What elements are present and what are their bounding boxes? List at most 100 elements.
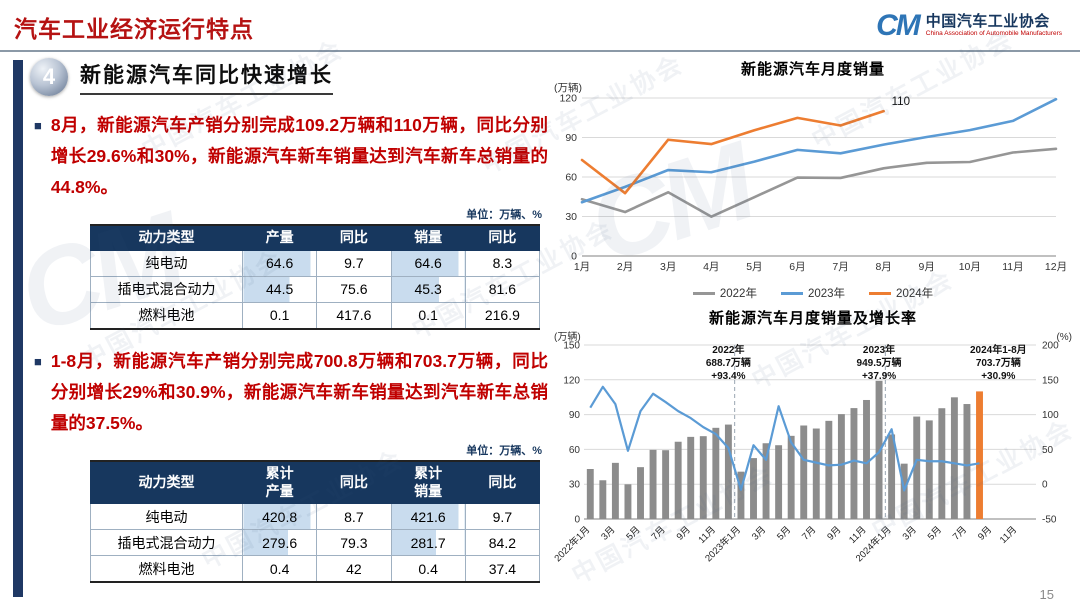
svg-text:60: 60 [565,172,577,184]
cumulative-prod-sales-table: 动力类型 累计 产量 同比 累计 销量 同比 纯电动 420.8 8.7 421.6 9.7 插电式混合… [90,460,541,584]
table-row: 纯电动 420.8 8.7 421.6 9.7 [90,503,541,531]
svg-text:150: 150 [563,341,580,352]
cell-value: 216.9 [464,301,541,330]
page-title: 汽车工业经济运行特点 [14,16,254,42]
bullet-square-icon: ■ [34,353,42,369]
table-row: 插电式混合动力 44.5 75.6 45.3 81.6 [90,275,541,303]
legend-item: 2022年 [692,285,757,301]
monthly-sales-chart-legend: 2022年 2023年 2024年 [552,285,1074,301]
svg-text:8月: 8月 [875,261,891,273]
svg-text:50: 50 [1042,445,1054,456]
svg-text:+93.4%: +93.4% [711,371,745,382]
series-line-2022年 [580,147,1058,218]
y-axis-unit: (万辆) [554,81,582,94]
caam-org-name-cn: 中国汽车工业协会 [925,12,1050,30]
svg-text:90: 90 [565,132,577,144]
svg-text:120: 120 [559,93,577,105]
svg-text:688.7万辆: 688.7万辆 [706,356,751,369]
svg-text:11月: 11月 [998,524,1019,545]
section-header: 4 新能源汽车同比快速增长 [30,58,333,96]
legend-item: 2023年 [780,285,846,301]
left-axis-unit: (万辆) [554,330,581,343]
cell-value: 75.6 [316,275,392,303]
row-label: 燃料电池 [90,555,243,583]
svg-text:3月: 3月 [750,524,768,542]
svg-text:4月: 4月 [703,261,719,273]
svg-text:150: 150 [1042,375,1059,386]
unit-label-august: 单位：万辆、% [466,209,542,222]
svg-text:2023年: 2023年 [863,343,895,356]
growth-rate-line [589,385,980,492]
svg-text:0: 0 [571,251,577,263]
cell-value: 0.1 [241,301,318,330]
svg-text:2月: 2月 [617,261,633,273]
cell-value: 8.7 [316,503,392,531]
svg-text:10月: 10月 [959,261,981,273]
svg-text:2022年: 2022年 [712,343,744,356]
caam-logo: CM 中国汽车工业协会 China Association of Automob… [876,10,1062,43]
bullet-august-text: 8月，新能源汽车产销分别完成109.2万辆和110万辆，同比分别增长29.6%和… [50,115,548,198]
cell-value: 64.6 [390,249,466,277]
cell-value: 0.4 [241,555,318,583]
cell-value: 37.4 [464,555,541,583]
svg-text:9月: 9月 [976,524,994,542]
column-header: 同比 [316,224,392,251]
cell-value: 420.8 [241,503,318,531]
unit-label-cumulative: 单位：万辆、% [466,445,542,458]
cell-value: 84.2 [464,529,541,557]
row-label: 插电式混合动力 [90,529,243,557]
slide-header: 汽车工业经济运行特点 CM 中国汽车工业协会 China Association… [0,0,1080,52]
series-line-2024年 [580,109,885,195]
svg-text:5月: 5月 [775,524,793,542]
svg-text:100: 100 [1042,410,1059,421]
legend-swatch [869,291,892,295]
column-header: 动力类型 [90,224,243,251]
svg-text:-50: -50 [1042,515,1057,526]
svg-text:30: 30 [569,480,581,491]
svg-text:949.5万辆: 949.5万辆 [857,356,902,369]
column-header: 同比 [316,460,392,505]
column-header: 同比 [464,460,541,505]
gridlines: 0 30 60 90 120 150 -50 0 50 100 150 200 [563,341,1059,526]
row-label: 插电式混合动力 [90,275,243,303]
bullet-cumulative: ■ 1-8月，新能源汽车产销分别完成700.8万辆和703.7万辆，同比分别增长… [34,346,548,439]
svg-text:6月: 6月 [789,261,805,273]
table-row: 纯电动 64.6 9.7 64.6 8.3 [90,249,541,277]
svg-text:7月: 7月 [951,524,969,542]
svg-text:5月: 5月 [624,524,642,542]
svg-text:703.7万辆: 703.7万辆 [976,356,1021,369]
cell-value: 417.6 [316,301,392,330]
cell-value: 279.6 [241,529,318,557]
svg-text:11月: 11月 [847,524,868,545]
cell-value: 9.7 [464,503,541,531]
right-axis-unit: (%) [1056,332,1072,343]
svg-text:5月: 5月 [746,261,762,273]
sales-growth-chart-block: 新能源汽车月度销量及增长率 0 30 60 90 120 150 -50 0 50 100 150 2… [552,307,1074,598]
svg-text:7月: 7月 [800,524,818,542]
row-label: 纯电动 [90,503,243,531]
svg-text:2022年1月: 2022年1月 [552,524,592,565]
svg-text:60: 60 [569,445,581,456]
svg-text:120: 120 [563,375,580,386]
svg-text:+30.9%: +30.9% [981,371,1015,382]
table-row: 燃料电池 0.4 42 0.4 37.4 [90,555,541,583]
svg-text:90: 90 [569,410,581,421]
column-header: 动力类型 [90,460,243,505]
legend-swatch [780,291,803,295]
cell-value: 421.6 [390,503,466,531]
sales-growth-combo-chart: 0 30 60 90 120 150 -50 0 50 100 150 200 2022年1月 3月 5月 7… [552,330,1072,565]
year-separators [734,345,886,519]
svg-text:11月: 11月 [696,524,717,545]
legend-label: 2023年 [807,288,846,300]
svg-text:1月: 1月 [574,261,590,273]
cell-value: 0.4 [390,555,466,583]
table-header-row: 动力类型 产量 同比 销量 同比 [90,224,541,251]
svg-text:30: 30 [565,211,577,223]
cell-value: 281.7 [390,529,466,557]
legend-label: 2024年 [896,288,934,300]
column-header: 产量 [241,224,318,251]
